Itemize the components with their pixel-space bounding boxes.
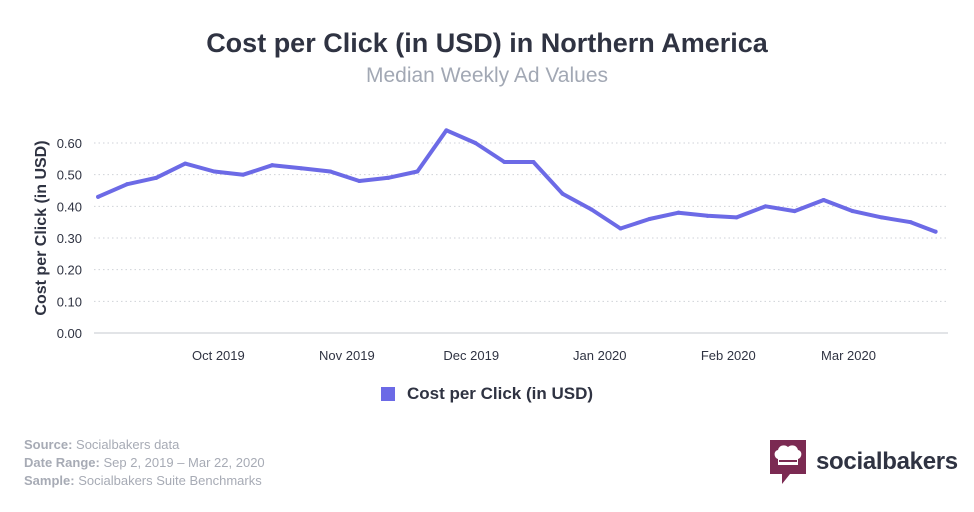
x-tick-label: Mar 2020 xyxy=(821,348,876,363)
data-point xyxy=(154,175,159,180)
y-tick-label: 0.60 xyxy=(57,136,82,151)
data-point xyxy=(589,207,594,212)
x-tick-label: Oct 2019 xyxy=(192,348,245,363)
brand-logo: socialbakers xyxy=(768,438,958,486)
data-point xyxy=(821,198,826,202)
data-point xyxy=(792,209,797,214)
footer-sample: Sample: Socialbakers Suite Benchmarks xyxy=(24,473,262,488)
data-point xyxy=(676,210,681,215)
legend-label: Cost per Click (in USD) xyxy=(406,384,594,403)
x-tick-labels: Oct 2019 Nov 2019 Dec 2019 Jan 2020 Feb 2020… xyxy=(192,348,876,363)
data-point xyxy=(531,160,536,164)
data-point xyxy=(618,226,623,231)
y-tick-label: 0.20 xyxy=(57,263,82,278)
data-point xyxy=(183,161,188,166)
x-tick-label: Nov 2019 xyxy=(319,348,375,363)
y-tick-label: 0.30 xyxy=(57,231,82,246)
data-point xyxy=(357,179,362,183)
y-tick-label: 0.40 xyxy=(57,199,82,214)
data-point xyxy=(705,213,710,218)
chart-subtitle: Median Weekly Ad Values xyxy=(365,64,609,87)
data-point xyxy=(879,215,884,220)
series-group xyxy=(96,128,938,234)
y-tick-label: 0.10 xyxy=(57,294,82,309)
data-point xyxy=(125,182,130,187)
legend-swatch xyxy=(380,387,395,401)
data-point xyxy=(560,191,565,196)
data-point xyxy=(908,220,913,225)
data-point xyxy=(502,160,507,164)
data-point xyxy=(386,175,391,180)
data-point xyxy=(96,194,101,199)
y-axis-label: Cost per Click (in USD) xyxy=(33,140,50,315)
footer-date-range: Date Range: Sep 2, 2019 – Mar 22, 2020 xyxy=(24,455,265,470)
data-point xyxy=(444,128,449,133)
y-tick-label: 0.00 xyxy=(57,326,82,341)
data-point xyxy=(763,204,768,209)
series-line xyxy=(96,128,938,234)
x-tick-label: Jan 2020 xyxy=(573,348,627,363)
brand-name: socialbakers xyxy=(816,448,958,475)
data-point xyxy=(850,209,855,214)
data-point xyxy=(734,215,739,220)
data-point xyxy=(328,169,333,174)
data-point xyxy=(212,169,217,174)
chart-title: Cost per Click (in USD) in Northern Amer… xyxy=(206,28,768,58)
data-point xyxy=(270,163,275,168)
chef-hat-speech-bubble-icon xyxy=(770,440,806,484)
line-chart: 0.00 0.10 0.20 0.30 0.40 0.50 0.60 Oct 2019 Nov… xyxy=(33,128,948,363)
data-point xyxy=(241,172,246,177)
data-point xyxy=(299,166,304,171)
x-tick-label: Feb 2020 xyxy=(701,348,756,363)
data-point xyxy=(647,217,652,221)
footer-notes: Source: Socialbakers data Date Range: Se… xyxy=(24,436,265,490)
x-tick-label: Dec 2019 xyxy=(443,348,499,363)
y-tick-label: 0.50 xyxy=(57,168,82,183)
footer-source: Source: Socialbakers data xyxy=(24,437,180,452)
data-point xyxy=(933,229,938,234)
y-tick-labels: 0.00 0.10 0.20 0.30 0.40 0.50 0.60 xyxy=(57,136,82,341)
data-point xyxy=(415,169,420,174)
data-point xyxy=(473,141,478,145)
legend: Cost per Click (in USD) xyxy=(0,384,974,404)
